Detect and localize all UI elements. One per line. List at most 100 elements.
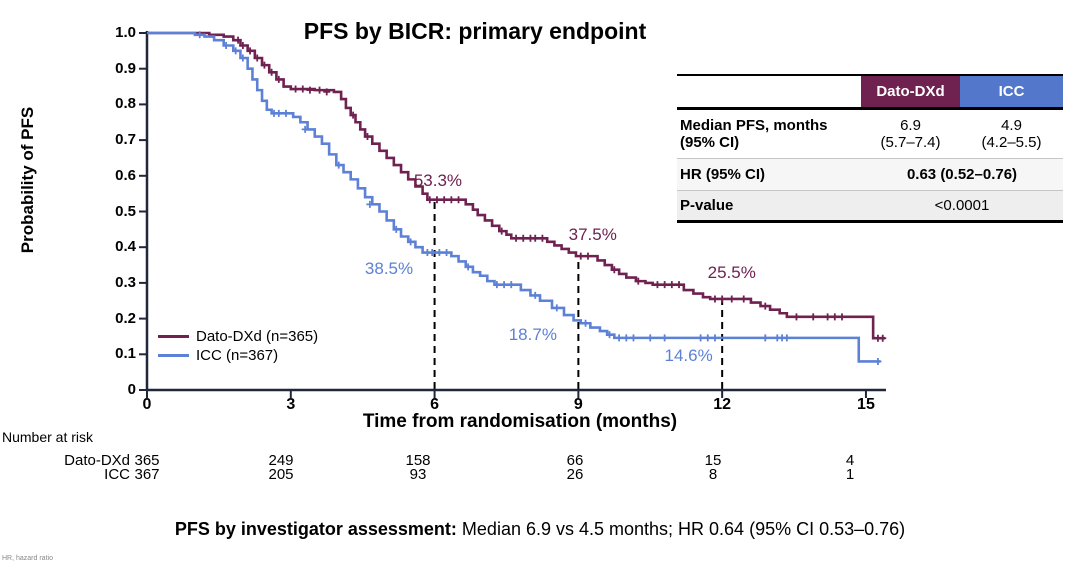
results-row-pvalue: P-value <0.0001 [677,189,1063,220]
results-row-median-pfs: Median PFS, months (95% CI) 6.9 (5.7–7.4… [677,110,1063,158]
censor-mark [824,313,832,321]
censor-mark [809,313,817,321]
risk-count: 158 [405,452,431,469]
results-row-hr: HR (95% CI) 0.63 (0.52–0.76) [677,157,1063,190]
legend-item-icc: ICC (n=367) [158,346,318,365]
risk-count: 66 [566,452,584,469]
censor-mark [407,238,415,246]
row-label: Median PFS, months (95% CI) [680,117,828,152]
landmark-annotation: 14.6% [664,345,713,365]
y-tick-label: 0.8 [115,95,136,113]
censor-mark [711,295,719,303]
censor-mark [838,313,846,321]
x-axis-label: Time from randomisation (months) [362,411,678,432]
legend-label: Dato-DXd (n=365) [196,328,319,345]
landmark-annotation: 37.5% [568,224,617,244]
y-tick-label: 0.9 [115,59,136,77]
y-tick-label: 0.3 [115,273,136,291]
censor-mark [493,281,501,289]
censor-mark [292,85,300,93]
legend-line-swatch-dato [158,335,189,338]
censor-mark [253,54,261,62]
censor-mark [531,291,539,299]
x-tick-label: 15 [857,396,875,413]
censor-mark [615,334,623,342]
censor-mark [282,109,290,117]
landmark-annotation: 18.7% [508,324,557,344]
censor-mark [761,302,769,310]
censor-mark [363,133,371,141]
footnote-clipped: HR, hazard ratio [2,555,53,562]
censor-mark [512,234,520,242]
censor-mark [366,200,374,208]
y-tick-label: 0.7 [115,131,136,149]
x-tick-label: 3 [286,396,296,413]
censor-mark [447,196,455,204]
results-table: Dato-DXd ICC Median PFS, months (95% CI)… [677,74,1063,223]
censor-mark [653,281,661,289]
censor-mark [275,109,283,117]
censor-mark [610,266,618,274]
censor-mark [646,334,654,342]
censor-mark [428,249,436,257]
censor-mark [464,263,472,271]
censor-mark [433,196,441,204]
footer-summary: PFS by investigator assessment: Median 6… [0,519,1080,540]
km-curve [147,31,886,340]
y-tick-label: 0.4 [115,238,136,256]
censor-mark [704,334,712,342]
censor-mark [426,196,434,204]
landmark-annotation: 38.5% [364,258,414,278]
x-tick-label: 6 [430,396,440,413]
censor-mark [260,61,268,69]
risk-count: 367 [134,466,160,483]
landmark-annotation: 25.5% [707,263,756,283]
legend: Dato-DXd (n=365) ICC (n=367) [158,327,318,365]
censor-mark [435,249,443,257]
censor-mark [498,227,506,235]
censor-mark [306,86,314,94]
censor-mark [239,41,247,49]
landmark-annotation: 53.3% [413,171,463,191]
censor-mark [232,47,240,55]
censor-mark [783,334,791,342]
risk-count: 249 [268,452,294,469]
censor-mark [584,252,592,260]
censor-mark [500,281,508,289]
legend-item-dato: Dato-DXd (n=365) [158,327,318,346]
km-plot-canvas [139,31,887,398]
censor-mark [577,252,585,260]
censor-mark [874,357,882,365]
censor-mark [831,313,839,321]
p-value: <0.0001 [934,196,990,214]
y-tick-label: 1.0 [115,24,136,41]
censor-mark [661,281,669,289]
censor-mark [507,281,515,289]
risk-count: 8 [708,466,718,483]
y-tick-label: 0 [127,381,136,398]
censor-mark [299,85,307,93]
risk-count: 15 [704,452,722,469]
censor-mark [246,47,254,55]
censor-mark [740,295,748,303]
censor-mark [222,41,230,49]
y-tick-label: 0.1 [115,345,136,363]
censor-mark [675,281,683,289]
risk-count: 4 [845,452,855,469]
chart-title: PFS by BICR: primary endpoint [303,18,647,44]
header-cell-dato-dxd: Dato-DXd [861,76,960,107]
censor-mark [268,68,276,76]
x-tick-label: 12 [713,396,732,413]
legend-line-swatch-icc [158,354,189,357]
censor-mark [349,111,357,119]
censor-mark [697,334,705,342]
results-table-header: Dato-DXd ICC [677,76,1063,110]
row-label: HR (95% CI) [680,165,766,183]
y-tick-label: 0.2 [115,309,136,327]
censor-mark [622,334,630,342]
censor-mark [606,331,614,339]
censor-mark [629,334,637,342]
risk-count: 365 [134,452,160,469]
censor-mark [582,319,590,327]
